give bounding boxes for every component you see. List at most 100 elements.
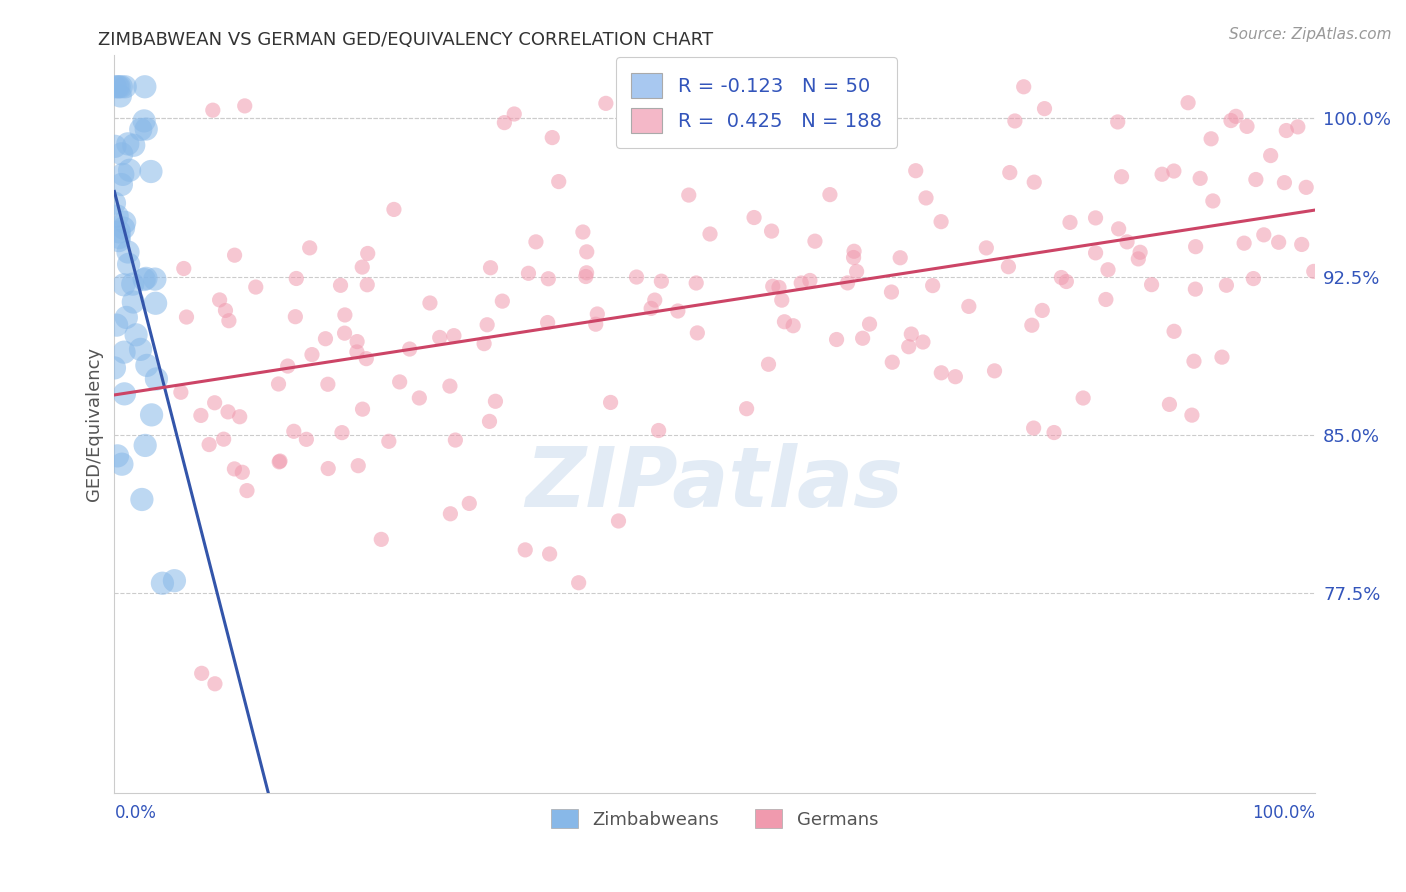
Germans: [484, 394, 506, 409]
Germans: [352, 402, 374, 417]
Germans: [524, 235, 547, 249]
Germans: [378, 434, 401, 449]
Germans: [269, 455, 291, 469]
Germans: [1220, 113, 1243, 128]
Germans: [1241, 271, 1264, 285]
Germans: [640, 301, 662, 316]
Germans: [647, 424, 669, 438]
Germans: [212, 432, 235, 446]
Germans: [1233, 236, 1256, 251]
Germans: [398, 342, 420, 356]
Germans: [1184, 240, 1206, 254]
Germans: [1152, 167, 1174, 181]
Germans: [880, 285, 903, 299]
Germans: [494, 115, 516, 129]
Zimbabweans: [135, 359, 157, 373]
Zimbabweans: [104, 139, 127, 153]
Germans: [1050, 270, 1073, 285]
Germans: [1054, 275, 1077, 289]
Germans: [388, 375, 411, 389]
Germans: [842, 251, 865, 265]
Germans: [1107, 115, 1129, 129]
Zimbabweans: [112, 277, 135, 292]
Germans: [685, 276, 707, 290]
Germans: [224, 248, 246, 262]
Zimbabweans: [145, 372, 167, 386]
Germans: [782, 318, 804, 333]
Germans: [599, 395, 621, 409]
Germans: [1084, 245, 1107, 260]
Germans: [1286, 120, 1309, 134]
Zimbabweans: [134, 438, 156, 452]
Germans: [818, 187, 841, 202]
Germans: [575, 244, 598, 259]
Text: Source: ZipAtlas.com: Source: ZipAtlas.com: [1229, 27, 1392, 42]
Germans: [479, 260, 502, 275]
Germans: [1129, 245, 1152, 260]
Germans: [773, 315, 796, 329]
Germans: [1275, 123, 1298, 137]
Germans: [1116, 235, 1139, 249]
Germans: [233, 99, 256, 113]
Germans: [218, 314, 240, 328]
Germans: [1182, 354, 1205, 368]
Germans: [231, 465, 253, 479]
Germans: [356, 277, 378, 292]
Germans: [208, 293, 231, 307]
Zimbabweans: [117, 257, 139, 271]
Zimbabweans: [103, 360, 125, 375]
Germans: [1022, 421, 1045, 435]
Zimbabweans: [111, 146, 134, 161]
Germans: [1128, 252, 1150, 266]
Germans: [1012, 79, 1035, 94]
Germans: [284, 310, 307, 324]
Germans: [1163, 164, 1185, 178]
Text: ZIMBABWEAN VS GERMAN GED/EQUIVALENCY CORRELATION CHART: ZIMBABWEAN VS GERMAN GED/EQUIVALENCY COR…: [98, 31, 714, 49]
Germans: [858, 317, 880, 331]
Germans: [475, 318, 498, 332]
Zimbabweans: [118, 163, 141, 178]
Germans: [217, 405, 239, 419]
Germans: [298, 241, 321, 255]
Zimbabweans: [105, 209, 128, 223]
Germans: [626, 270, 648, 285]
Germans: [333, 308, 356, 322]
Germans: [295, 433, 318, 447]
Text: 0.0%: 0.0%: [114, 804, 156, 822]
Germans: [1295, 180, 1317, 194]
Germans: [686, 326, 709, 340]
Y-axis label: GED/Equivalency: GED/Equivalency: [86, 347, 103, 501]
Germans: [1189, 171, 1212, 186]
Germans: [1274, 176, 1296, 190]
Germans: [1302, 264, 1324, 278]
Germans: [515, 542, 537, 557]
Germans: [1267, 235, 1289, 250]
Zimbabweans: [134, 79, 156, 94]
Germans: [1163, 324, 1185, 338]
Zimbabweans: [163, 574, 186, 588]
Germans: [799, 273, 821, 287]
Germans: [176, 310, 198, 324]
Germans: [957, 299, 980, 313]
Germans: [889, 251, 911, 265]
Germans: [1215, 278, 1237, 293]
Germans: [204, 396, 226, 410]
Germans: [1084, 211, 1107, 225]
Germans: [945, 369, 967, 384]
Germans: [439, 379, 461, 393]
Zimbabweans: [117, 136, 139, 151]
Germans: [742, 211, 765, 225]
Zimbabweans: [152, 576, 174, 591]
Germans: [915, 191, 938, 205]
Zimbabweans: [134, 272, 156, 286]
Germans: [214, 303, 236, 318]
Germans: [1031, 303, 1053, 318]
Germans: [976, 241, 998, 255]
Zimbabweans: [111, 167, 134, 181]
Germans: [1059, 215, 1081, 229]
Germans: [547, 175, 569, 189]
Zimbabweans: [112, 221, 135, 235]
Germans: [408, 391, 430, 405]
Germans: [330, 425, 353, 440]
Germans: [537, 271, 560, 285]
